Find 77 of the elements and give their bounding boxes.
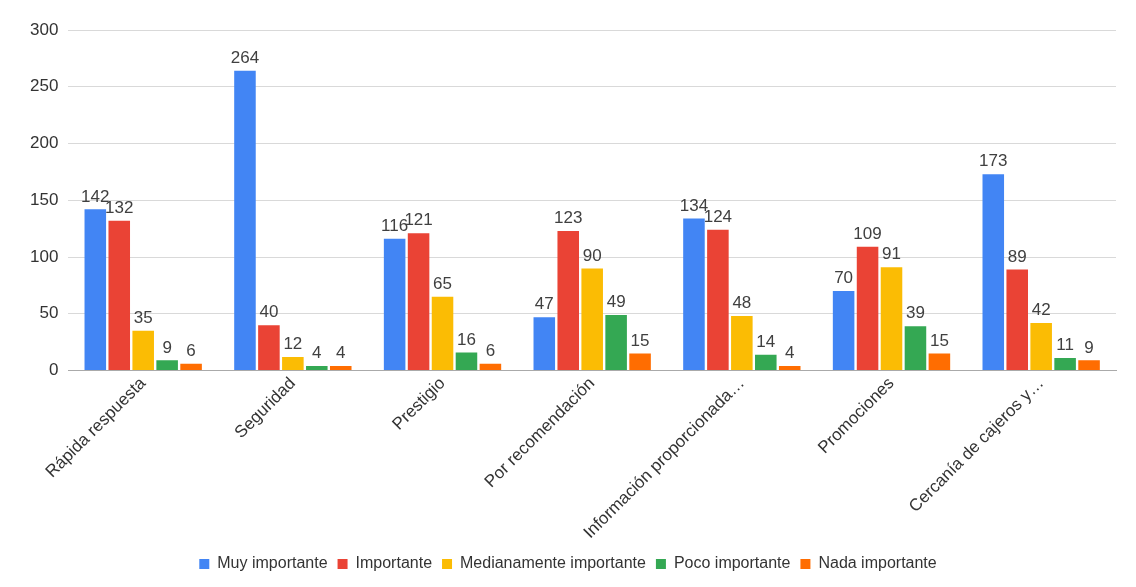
- bar: [455, 352, 478, 371]
- data-label: 6: [485, 340, 496, 360]
- bar: [629, 353, 651, 371]
- bar: [258, 325, 280, 371]
- data-label: 109: [853, 224, 882, 244]
- legend-label: Medianamente importante: [460, 554, 647, 572]
- bar: [755, 354, 777, 371]
- bar: [84, 209, 107, 371]
- data-label: 42: [1031, 300, 1051, 320]
- data-label: 6: [186, 340, 196, 360]
- data-label: 11: [1056, 335, 1074, 355]
- data-label: 132: [105, 197, 134, 217]
- y-tick-label: 150: [29, 189, 59, 209]
- bar: [605, 314, 627, 371]
- data-label: 4: [312, 343, 322, 363]
- bar: [479, 363, 502, 371]
- bar: [1030, 322, 1052, 371]
- bar: [533, 317, 556, 371]
- bar: [928, 353, 951, 371]
- legend-label: Nada importante: [818, 554, 937, 572]
- bar: [431, 296, 454, 371]
- data-label: 65: [433, 273, 452, 293]
- bar: [904, 326, 927, 371]
- data-label: 40: [259, 302, 279, 322]
- data-label: 9: [1084, 337, 1094, 357]
- bar: [132, 330, 154, 371]
- bar: [683, 218, 705, 371]
- bar: [180, 363, 202, 371]
- data-label: 15: [929, 330, 949, 350]
- bar: [1006, 269, 1028, 371]
- data-label: 47: [534, 294, 554, 314]
- data-label: 90: [582, 245, 602, 265]
- data-label: 123: [554, 208, 583, 228]
- bar: [234, 70, 256, 371]
- legend-label: Muy importante: [217, 554, 328, 572]
- y-tick-label: 250: [29, 76, 59, 96]
- bar: [282, 356, 304, 371]
- data-label: 264: [230, 48, 260, 68]
- data-label: 4: [785, 343, 795, 363]
- bar: [557, 230, 580, 371]
- y-tick-label: 50: [39, 303, 59, 323]
- bar: [581, 268, 603, 371]
- legend-label: Poco importante: [673, 554, 791, 572]
- bar: [329, 366, 352, 371]
- data-label: 173: [979, 151, 1008, 171]
- y-tick-label: 0: [48, 360, 59, 380]
- legend-label: Importante: [355, 554, 433, 572]
- bar: [982, 174, 1005, 371]
- bar: [108, 220, 131, 371]
- bar: [731, 316, 753, 371]
- data-label: 70: [834, 268, 854, 288]
- data-label: 39: [905, 303, 925, 323]
- bar: [1078, 360, 1100, 371]
- bar: [832, 291, 855, 371]
- bar: [707, 229, 729, 371]
- bar: [856, 246, 879, 371]
- data-label: 89: [1007, 246, 1027, 266]
- data-label: 15: [630, 330, 650, 350]
- y-tick-label: 200: [29, 133, 59, 153]
- data-label: 91: [882, 244, 901, 264]
- data-label: 48: [732, 293, 752, 313]
- data-label: 49: [606, 292, 626, 312]
- bar: [880, 267, 903, 371]
- data-label: 4: [336, 343, 346, 363]
- data-label: 12: [283, 334, 303, 354]
- bar: [156, 360, 178, 371]
- y-tick-label: 100: [29, 246, 59, 266]
- bar: [1054, 358, 1076, 371]
- bar: [383, 238, 406, 371]
- bar: [407, 233, 430, 371]
- bar: [778, 366, 801, 371]
- data-label: 35: [133, 308, 153, 328]
- data-label: 14: [756, 331, 776, 351]
- data-label: 9: [162, 337, 172, 357]
- bar: [306, 366, 328, 371]
- y-tick-label: 300: [29, 19, 59, 39]
- data-label: 16: [457, 329, 476, 349]
